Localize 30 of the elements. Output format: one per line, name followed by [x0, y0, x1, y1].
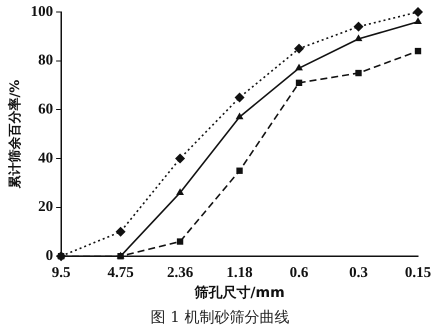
y-tick-label: 80 — [38, 52, 54, 69]
y-axis-title: 累计筛余百分率/% — [7, 80, 24, 190]
x-tick-label: 9.5 — [52, 265, 70, 282]
point — [295, 64, 303, 70]
point — [354, 34, 362, 42]
point — [236, 112, 244, 120]
point — [414, 17, 422, 24]
y-tick-label: 0 — [46, 248, 54, 264]
x-tick-label: 1.18 — [226, 265, 253, 282]
point — [354, 22, 364, 32]
point — [414, 48, 422, 54]
x-tick-label: 2.36 — [166, 265, 194, 282]
point — [116, 226, 126, 237]
point — [296, 80, 302, 86]
x-tick-label: 0.6 — [290, 265, 309, 282]
point — [413, 7, 423, 17]
y-tick-label: 40 — [38, 150, 54, 166]
x-tick-label: 0.15 — [404, 265, 432, 282]
y-tick-label: 60 — [38, 102, 54, 118]
point — [176, 188, 184, 195]
point — [175, 154, 186, 164]
x-axis-title: 筛孔尺寸/mm — [193, 285, 285, 302]
x-tick-label: 4.75 — [107, 265, 134, 282]
point — [236, 168, 243, 174]
y-tick-label: 100 — [30, 4, 54, 20]
caption: 图 1 机制砂筛分曲线 — [149, 308, 291, 327]
x-tick-label: 0.3 — [349, 265, 368, 282]
point — [294, 44, 304, 54]
point — [234, 92, 245, 102]
y-tick-label: 20 — [38, 199, 54, 216]
